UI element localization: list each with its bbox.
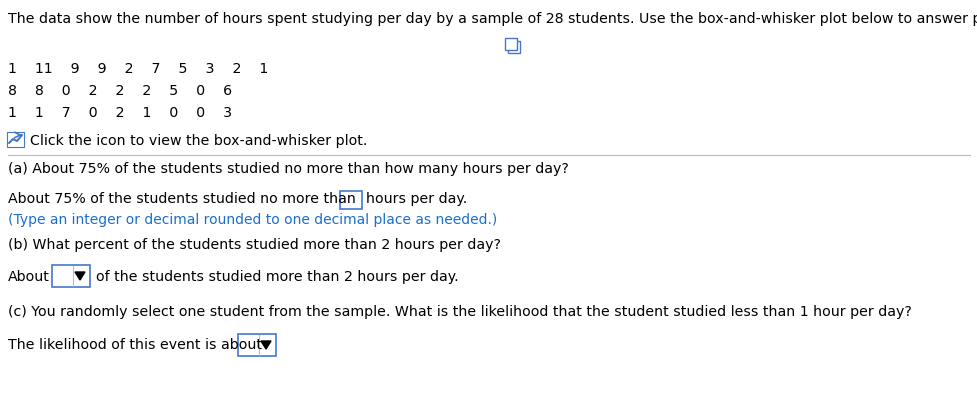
Polygon shape bbox=[261, 341, 271, 349]
Text: 8    8    0    2    2    2    5    0    6: 8 8 0 2 2 2 5 0 6 bbox=[8, 84, 232, 98]
Text: (b) What percent of the students studied more than 2 hours per day?: (b) What percent of the students studied… bbox=[8, 238, 500, 252]
Text: of the students studied more than 2 hours per day.: of the students studied more than 2 hour… bbox=[96, 270, 458, 284]
Text: About: About bbox=[8, 270, 50, 284]
Bar bbox=[507, 41, 520, 53]
Bar bbox=[504, 38, 517, 50]
Text: About 75% of the students studied no more than: About 75% of the students studied no mor… bbox=[8, 192, 356, 206]
Text: (a) About 75% of the students studied no more than how many hours per day?: (a) About 75% of the students studied no… bbox=[8, 162, 569, 176]
Text: hours per day.: hours per day. bbox=[365, 192, 467, 206]
Text: The likelihood of this event is about: The likelihood of this event is about bbox=[8, 338, 262, 352]
Text: (c) You randomly select one student from the sample. What is the likelihood that: (c) You randomly select one student from… bbox=[8, 305, 911, 319]
Text: The data show the number of hours spent studying per day by a sample of 28 stude: The data show the number of hours spent … bbox=[8, 12, 977, 26]
Text: 1    1    7    0    2    1    0    0    3: 1 1 7 0 2 1 0 0 3 bbox=[8, 106, 232, 120]
Text: (Type an integer or decimal rounded to one decimal place as needed.): (Type an integer or decimal rounded to o… bbox=[8, 213, 496, 227]
Bar bbox=[237, 334, 276, 356]
Text: Click the icon to view the box-and-whisker plot.: Click the icon to view the box-and-whisk… bbox=[30, 134, 367, 148]
Bar bbox=[52, 265, 90, 287]
Bar bbox=[7, 132, 24, 147]
Text: 1    11    9    9    2    7    5    3    2    1: 1 11 9 9 2 7 5 3 2 1 bbox=[8, 62, 268, 76]
Bar bbox=[340, 191, 361, 209]
Polygon shape bbox=[75, 272, 85, 280]
